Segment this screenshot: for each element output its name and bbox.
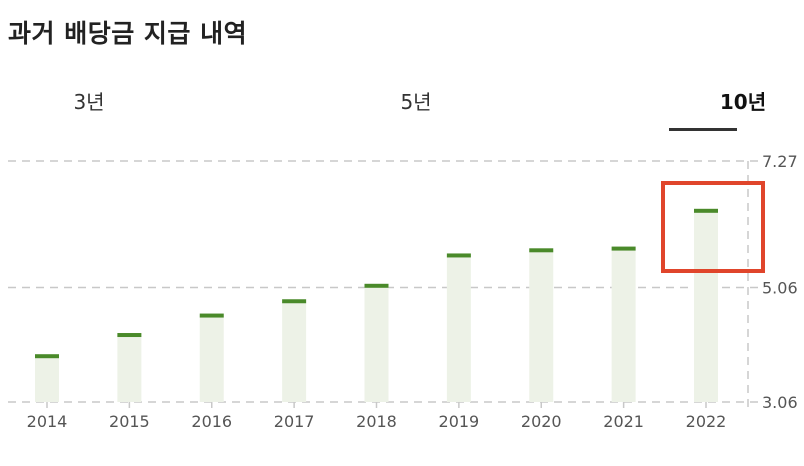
bar xyxy=(694,210,718,402)
x-tick-label: 2021 xyxy=(603,412,644,431)
bar xyxy=(35,356,59,402)
bar xyxy=(611,248,636,402)
y-tick-label: 3.06 xyxy=(762,393,798,412)
bar-value-marker xyxy=(282,299,307,304)
period-tabs: 3년 5년 10년 xyxy=(0,86,804,136)
tab-3-years[interactable]: 3년 xyxy=(73,90,105,114)
x-tick-label: 2022 xyxy=(686,412,727,431)
highlight-box xyxy=(661,181,765,273)
tab-5-years[interactable]: 5년 xyxy=(400,90,432,114)
bar-value-marker xyxy=(611,246,636,251)
x-tick-label: 2019 xyxy=(439,412,480,431)
x-tick-label: 2015 xyxy=(109,412,150,431)
tab-10-years[interactable]: 10년 xyxy=(719,90,767,114)
y-tick-label: 7.27 xyxy=(762,152,798,171)
bar xyxy=(364,285,389,402)
page-title: 과거 배당금 지급 내역 xyxy=(8,19,248,48)
bar-value-marker xyxy=(446,253,471,258)
x-tick-label: 2017 xyxy=(274,412,315,431)
y-tick-label: 5.06 xyxy=(762,279,798,298)
bar xyxy=(446,255,471,402)
bar xyxy=(199,315,224,402)
x-tick-label: 2014 xyxy=(27,412,68,431)
bar-value-marker xyxy=(35,354,59,359)
x-tick-label: 2016 xyxy=(191,412,232,431)
bar-value-marker xyxy=(694,208,718,213)
bar-value-marker xyxy=(529,248,554,253)
bar-value-marker xyxy=(117,333,142,338)
x-tick-label: 2020 xyxy=(521,412,562,431)
bar xyxy=(117,335,142,402)
selected-tab-underline xyxy=(669,128,737,131)
bar xyxy=(529,250,554,402)
bar-value-marker xyxy=(364,283,389,288)
x-tick-label: 2018 xyxy=(356,412,397,431)
bar xyxy=(282,301,307,402)
bar-value-marker xyxy=(199,313,224,318)
